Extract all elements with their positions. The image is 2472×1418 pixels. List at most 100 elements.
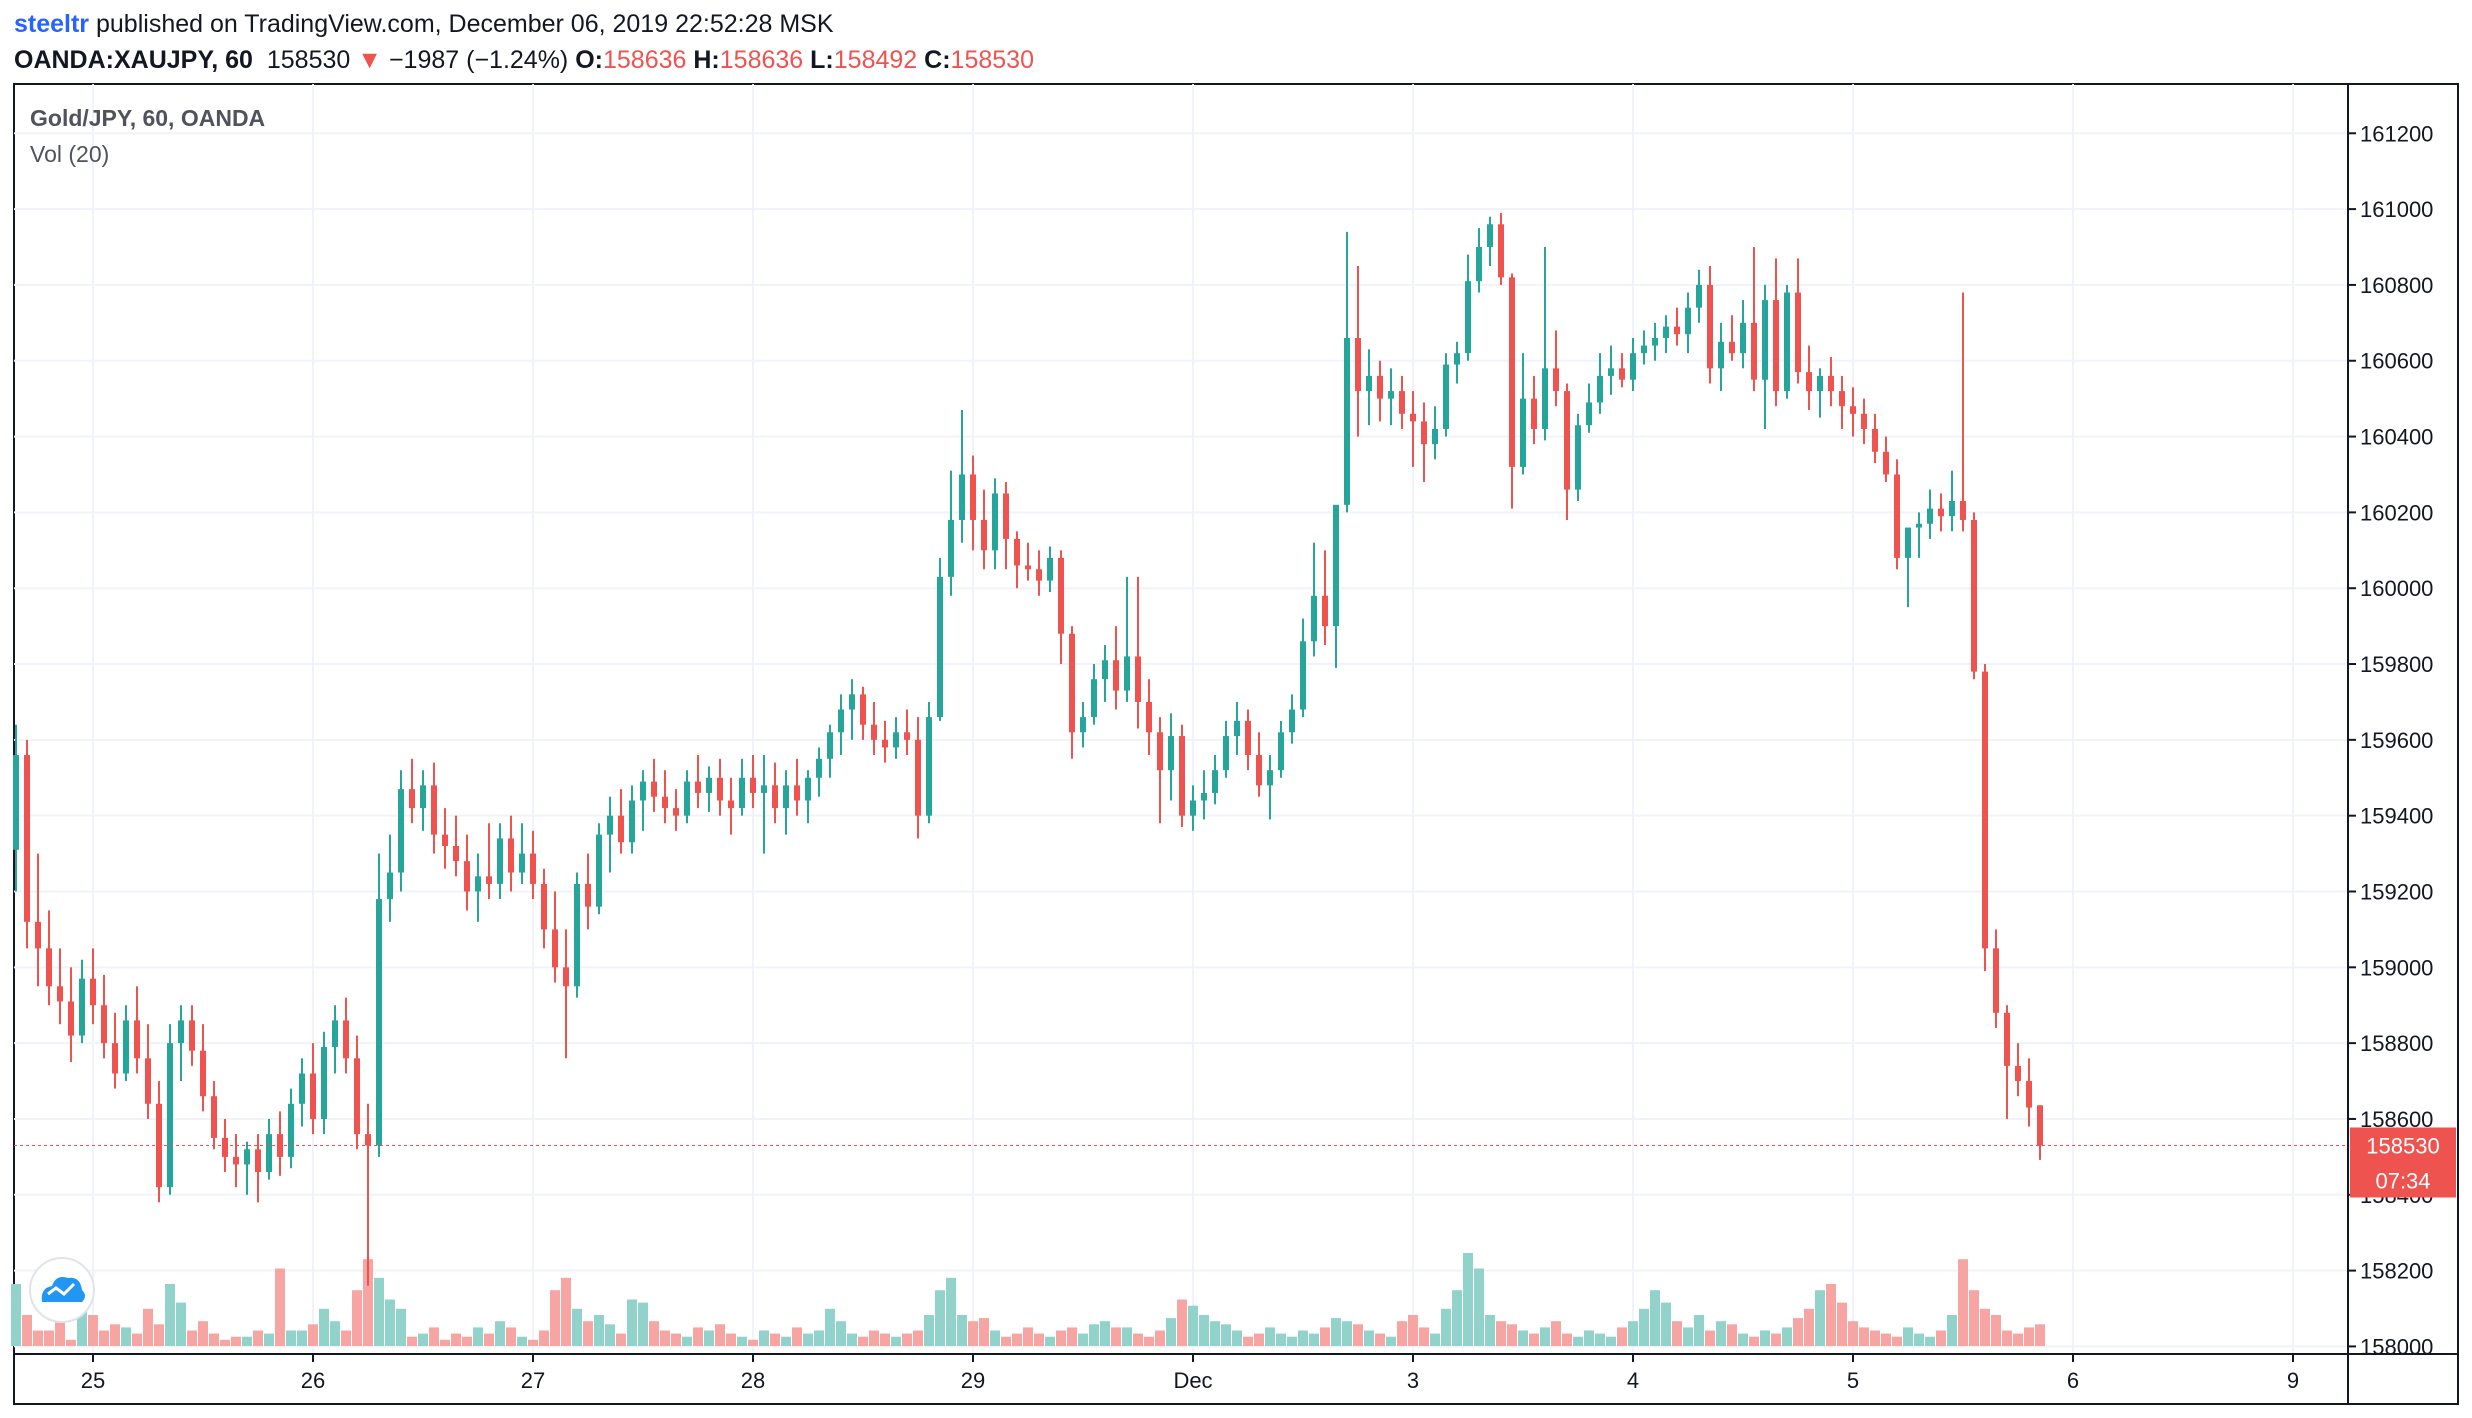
candle[interactable] [101,974,107,1059]
candle[interactable] [816,747,822,797]
candle[interactable] [926,701,932,824]
candles[interactable] [13,212,2043,1286]
candle[interactable] [1817,368,1823,418]
candle[interactable] [1388,368,1394,426]
candle[interactable] [420,770,426,831]
candle[interactable] [1377,360,1383,422]
candle[interactable] [1872,413,1878,464]
candle[interactable] [992,478,998,570]
candle[interactable] [1465,254,1471,361]
candle[interactable] [1542,247,1548,441]
candle[interactable] [1839,375,1845,429]
candle[interactable] [1553,330,1559,407]
candle[interactable] [629,785,635,854]
candle[interactable] [1476,228,1482,293]
candle[interactable] [244,1141,250,1195]
candle[interactable] [1960,292,1966,532]
candle[interactable] [233,1134,239,1188]
candle[interactable] [1597,353,1603,414]
candle[interactable] [1509,273,1515,509]
candle[interactable] [1179,724,1185,828]
candle[interactable] [717,758,723,816]
candle[interactable] [662,770,668,824]
candle[interactable] [1696,269,1702,323]
candle[interactable] [695,755,701,809]
candle[interactable] [277,1111,283,1176]
candle[interactable] [1201,770,1207,820]
candle[interactable] [1487,216,1493,266]
candle[interactable] [860,686,866,740]
candle[interactable] [68,967,74,1063]
candle[interactable] [343,997,349,1074]
candle[interactable] [882,720,888,763]
candle[interactable] [1762,284,1768,429]
candle[interactable] [1641,330,1647,365]
candle[interactable] [310,1043,316,1135]
candle[interactable] [1564,383,1570,520]
candle[interactable] [464,834,470,911]
candle[interactable] [607,796,613,873]
candle[interactable] [552,891,558,983]
candle[interactable] [1707,265,1713,384]
candle[interactable] [1575,413,1581,502]
candle[interactable] [1058,550,1064,665]
candle[interactable] [849,679,855,740]
candle[interactable] [783,770,789,835]
candle[interactable] [1982,664,1988,972]
candle[interactable] [585,853,591,930]
candle[interactable] [508,815,514,892]
candle[interactable] [871,701,877,756]
candle[interactable] [1091,664,1097,725]
candle[interactable] [409,758,415,824]
candle[interactable] [497,823,503,900]
candle[interactable] [739,758,745,816]
candle[interactable] [1806,345,1812,411]
candle[interactable] [1014,531,1020,589]
candle[interactable] [519,823,525,884]
candle[interactable] [1432,406,1438,460]
candle[interactable] [684,770,690,824]
candle[interactable] [1927,489,1933,539]
candle[interactable] [1135,576,1141,729]
candle[interactable] [1355,265,1361,437]
candle[interactable] [1223,720,1229,778]
candle[interactable] [156,1081,162,1203]
candle[interactable] [1113,626,1119,710]
candle[interactable] [189,1005,195,1066]
candle[interactable] [970,455,976,551]
candle[interactable] [365,1103,371,1286]
candle[interactable] [1256,732,1262,797]
price-axis[interactable]: 1580001582001584001586001588001590001592… [2348,121,2433,1359]
candle[interactable] [596,823,602,915]
candle[interactable] [1036,550,1042,596]
candle[interactable] [134,986,140,1074]
candle[interactable] [211,1081,217,1150]
candle[interactable] [2015,1043,2021,1097]
candle[interactable] [1069,626,1075,759]
candle[interactable] [1289,694,1295,744]
candle[interactable] [1443,353,1449,437]
candle[interactable] [827,724,833,778]
candle[interactable] [2026,1058,2032,1127]
candle[interactable] [750,755,756,809]
candle[interactable] [1795,258,1801,384]
candle[interactable] [255,1134,261,1203]
candle[interactable] [387,834,393,922]
candle[interactable] [1674,307,1680,346]
candle[interactable] [1916,512,1922,558]
candle[interactable] [24,739,30,949]
candle[interactable] [1740,300,1746,369]
candle[interactable] [1751,247,1757,392]
candle[interactable] [1828,356,1834,407]
candle[interactable] [1190,785,1196,831]
candle[interactable] [2004,1005,2010,1119]
candle[interactable] [1850,387,1856,437]
candle[interactable] [299,1058,305,1127]
candle[interactable] [123,1005,129,1082]
candle[interactable] [948,470,954,596]
candle[interactable] [1366,349,1372,426]
candle[interactable] [761,755,767,854]
candle[interactable] [1025,542,1031,581]
candle[interactable] [321,1031,327,1135]
